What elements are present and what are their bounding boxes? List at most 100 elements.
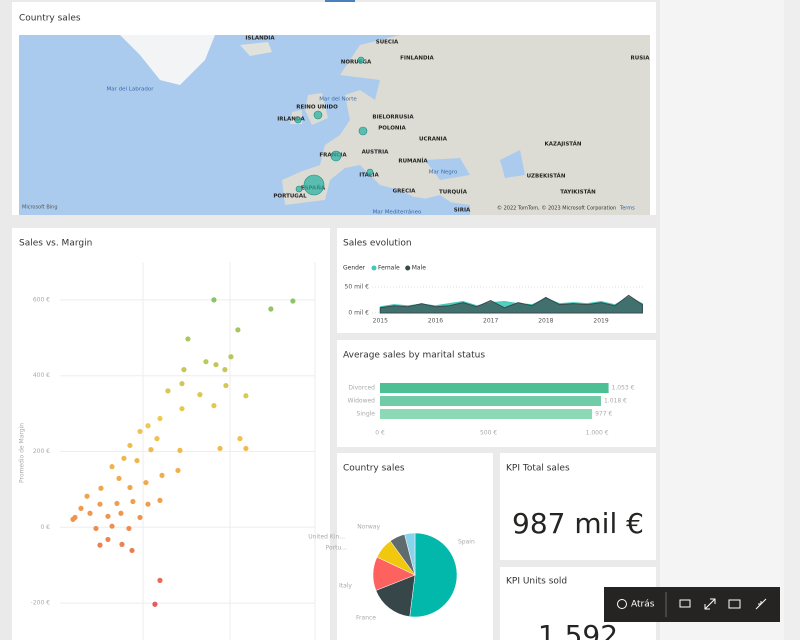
- point: [129, 547, 135, 554]
- point: [152, 601, 158, 607]
- print-icon[interactable]: [679, 599, 691, 608]
- x-tick-label: 2015: [373, 318, 388, 325]
- point: [127, 484, 133, 491]
- point: [119, 541, 125, 547]
- bubble: [357, 56, 365, 64]
- expand-icon[interactable]: [704, 598, 716, 610]
- category-label: Widowed: [348, 398, 376, 405]
- point: [116, 475, 122, 482]
- legend-title: Gender: [343, 265, 366, 272]
- map-label: TURQUÍA: [439, 188, 468, 196]
- point: [157, 497, 163, 503]
- legend-swatch: [371, 265, 377, 271]
- map-label: ISLANDIA: [245, 36, 275, 42]
- land: [120, 35, 215, 85]
- point: [154, 436, 160, 442]
- point: [98, 485, 104, 491]
- map-label: KAZAJISTÁN: [544, 141, 581, 148]
- point: [93, 525, 99, 532]
- map-label: BIELORRUSIA: [372, 115, 414, 121]
- tile-title: Sales vs. Margin: [19, 239, 92, 249]
- bubble: [330, 150, 342, 162]
- point: [185, 336, 191, 342]
- kpi-value: 1.592: [538, 619, 618, 640]
- slice: [409, 532, 458, 618]
- point: [105, 536, 111, 543]
- land: [305, 93, 328, 125]
- point: [243, 445, 249, 452]
- point: [84, 493, 90, 499]
- point: [243, 393, 249, 399]
- back-icon[interactable]: [617, 599, 627, 609]
- point: [175, 467, 181, 474]
- map-label: SIRIA: [454, 208, 471, 214]
- y-tick-label: 50 mil €: [345, 284, 370, 291]
- point: [87, 510, 93, 516]
- x-tick-label: 2016: [428, 318, 443, 325]
- y-tick-label: 400 €: [33, 372, 50, 379]
- slice-label: Norway: [357, 524, 380, 531]
- side: [660, 0, 800, 640]
- point: [118, 510, 124, 516]
- point: [105, 513, 111, 519]
- slice-label: France: [356, 615, 376, 622]
- terms[interactable]: Terms: [619, 206, 635, 212]
- point: [228, 354, 234, 360]
- point: [145, 423, 151, 429]
- point: [268, 306, 274, 312]
- map-label: PORTUGAL: [273, 194, 307, 200]
- tile-title: KPI Total sales: [506, 464, 570, 474]
- back-button[interactable]: Atrás: [631, 600, 655, 610]
- x-tick-label: 1.000 €: [586, 430, 609, 437]
- x-tick-label: 0 €: [375, 430, 385, 437]
- y-tick-label: 200 €: [33, 448, 50, 455]
- sea: [425, 158, 470, 180]
- point: [137, 514, 143, 521]
- point: [157, 415, 163, 422]
- point: [145, 501, 151, 507]
- y-axis-label: Promedio de Margin: [19, 423, 26, 483]
- map-label: Mar Negro: [429, 170, 458, 176]
- map-label: NORUEGA: [341, 60, 372, 66]
- map-label: Mar del Norte: [319, 97, 357, 103]
- point: [213, 362, 219, 368]
- collapse-icon[interactable]: [755, 598, 767, 610]
- map: ISLANDIA SUECIA FINLANDIA NORUEGA RUSIA Mar d…: [19, 35, 650, 216]
- tile: [337, 340, 656, 447]
- bar: [380, 396, 601, 406]
- point: [211, 297, 217, 303]
- point: [148, 447, 154, 453]
- point: [126, 525, 132, 532]
- slice-label: Spain: [458, 539, 475, 546]
- point: [217, 445, 223, 452]
- y-tick-label: -200 €: [31, 600, 51, 607]
- tile-title: Country sales: [343, 464, 405, 474]
- x-tick-label: 2018: [538, 318, 553, 325]
- scrollbar[interactable]: [784, 0, 800, 640]
- bubble: [294, 116, 302, 124]
- y-tick-label: 0 €: [40, 524, 50, 531]
- legend-label: Female: [378, 265, 400, 272]
- point: [114, 500, 120, 507]
- tile-title: Country sales: [19, 14, 81, 24]
- fit-icon[interactable]: [728, 599, 741, 609]
- bubble: [303, 174, 325, 196]
- map-label: Mar Mediterráneo: [373, 209, 422, 216]
- point: [109, 464, 115, 470]
- y-tick-label: 0 mil €: [348, 310, 369, 317]
- map-label: Mar del Labrador: [107, 87, 155, 93]
- point: [235, 327, 241, 333]
- point: [130, 498, 136, 505]
- kpi-value: 987 mil €: [512, 507, 644, 540]
- map-label: TAYIKISTÁN: [560, 189, 596, 196]
- category-label: Divorced: [348, 385, 375, 392]
- point: [222, 367, 228, 373]
- bubble: [366, 168, 374, 176]
- legend-label: Male: [412, 265, 427, 272]
- tile: [500, 453, 656, 560]
- slice: [375, 574, 416, 617]
- bubble: [358, 126, 368, 136]
- toolbar: [604, 587, 780, 622]
- map-label: UCRANIA: [419, 137, 448, 143]
